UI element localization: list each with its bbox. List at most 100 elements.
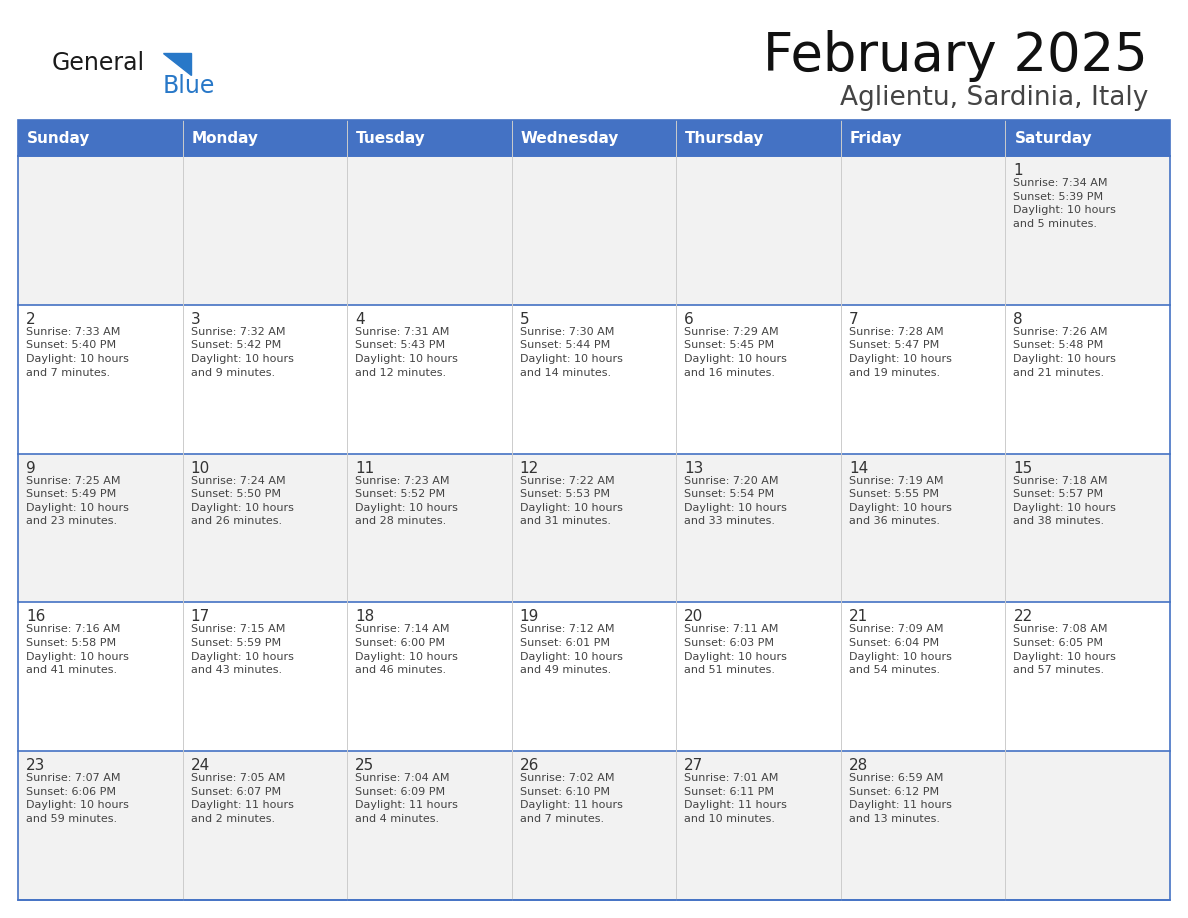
Text: 23: 23 bbox=[26, 758, 45, 773]
Bar bbox=[841, 305, 1005, 453]
Text: Sunday: Sunday bbox=[27, 130, 90, 145]
Text: Sunrise: 6:59 AM
Sunset: 6:12 PM
Daylight: 11 hours
and 13 minutes.: Sunrise: 6:59 AM Sunset: 6:12 PM Dayligh… bbox=[849, 773, 952, 824]
Text: Sunrise: 7:09 AM
Sunset: 6:04 PM
Daylight: 10 hours
and 54 minutes.: Sunrise: 7:09 AM Sunset: 6:04 PM Dayligh… bbox=[849, 624, 952, 676]
Bar bbox=[676, 120, 841, 156]
Bar bbox=[347, 120, 512, 156]
Text: Sunrise: 7:15 AM
Sunset: 5:59 PM
Daylight: 10 hours
and 43 minutes.: Sunrise: 7:15 AM Sunset: 5:59 PM Dayligh… bbox=[190, 624, 293, 676]
Text: Sunrise: 7:31 AM
Sunset: 5:43 PM
Daylight: 10 hours
and 12 minutes.: Sunrise: 7:31 AM Sunset: 5:43 PM Dayligh… bbox=[355, 327, 459, 377]
Bar bbox=[1005, 156, 1170, 305]
Bar bbox=[18, 751, 183, 900]
Text: Sunrise: 7:18 AM
Sunset: 5:57 PM
Daylight: 10 hours
and 38 minutes.: Sunrise: 7:18 AM Sunset: 5:57 PM Dayligh… bbox=[1013, 476, 1117, 526]
Text: 22: 22 bbox=[1013, 610, 1032, 624]
Bar bbox=[676, 156, 841, 305]
Text: Thursday: Thursday bbox=[685, 130, 765, 145]
Bar bbox=[841, 453, 1005, 602]
Bar bbox=[183, 120, 347, 156]
Bar bbox=[841, 751, 1005, 900]
Text: Sunrise: 7:29 AM
Sunset: 5:45 PM
Daylight: 10 hours
and 16 minutes.: Sunrise: 7:29 AM Sunset: 5:45 PM Dayligh… bbox=[684, 327, 788, 377]
Text: 27: 27 bbox=[684, 758, 703, 773]
Text: 28: 28 bbox=[849, 758, 868, 773]
Bar bbox=[183, 156, 347, 305]
Bar bbox=[347, 751, 512, 900]
Text: 6: 6 bbox=[684, 312, 694, 327]
Bar bbox=[841, 156, 1005, 305]
Text: Sunrise: 7:30 AM
Sunset: 5:44 PM
Daylight: 10 hours
and 14 minutes.: Sunrise: 7:30 AM Sunset: 5:44 PM Dayligh… bbox=[519, 327, 623, 377]
Text: 2: 2 bbox=[26, 312, 36, 327]
Text: 5: 5 bbox=[519, 312, 530, 327]
Text: 20: 20 bbox=[684, 610, 703, 624]
Bar bbox=[18, 453, 183, 602]
Bar bbox=[512, 453, 676, 602]
Bar bbox=[676, 751, 841, 900]
Bar bbox=[18, 602, 183, 751]
Text: Sunrise: 7:25 AM
Sunset: 5:49 PM
Daylight: 10 hours
and 23 minutes.: Sunrise: 7:25 AM Sunset: 5:49 PM Dayligh… bbox=[26, 476, 128, 526]
Bar bbox=[347, 453, 512, 602]
Bar bbox=[512, 120, 676, 156]
Text: 9: 9 bbox=[26, 461, 36, 476]
Bar bbox=[183, 453, 347, 602]
Text: Sunrise: 7:23 AM
Sunset: 5:52 PM
Daylight: 10 hours
and 28 minutes.: Sunrise: 7:23 AM Sunset: 5:52 PM Dayligh… bbox=[355, 476, 459, 526]
Text: Sunrise: 7:07 AM
Sunset: 6:06 PM
Daylight: 10 hours
and 59 minutes.: Sunrise: 7:07 AM Sunset: 6:06 PM Dayligh… bbox=[26, 773, 128, 824]
Bar bbox=[512, 602, 676, 751]
Text: Tuesday: Tuesday bbox=[356, 130, 425, 145]
Text: 7: 7 bbox=[849, 312, 859, 327]
Text: 25: 25 bbox=[355, 758, 374, 773]
Text: 1: 1 bbox=[1013, 163, 1023, 178]
Bar bbox=[18, 305, 183, 453]
Text: Monday: Monday bbox=[191, 130, 259, 145]
Text: 4: 4 bbox=[355, 312, 365, 327]
Bar bbox=[347, 305, 512, 453]
Bar bbox=[347, 156, 512, 305]
Bar bbox=[1005, 602, 1170, 751]
Text: 24: 24 bbox=[190, 758, 210, 773]
Bar bbox=[841, 120, 1005, 156]
Bar bbox=[183, 602, 347, 751]
Text: 18: 18 bbox=[355, 610, 374, 624]
Bar bbox=[512, 751, 676, 900]
Text: 19: 19 bbox=[519, 610, 539, 624]
Text: Sunrise: 7:01 AM
Sunset: 6:11 PM
Daylight: 11 hours
and 10 minutes.: Sunrise: 7:01 AM Sunset: 6:11 PM Dayligh… bbox=[684, 773, 788, 824]
Text: 16: 16 bbox=[26, 610, 45, 624]
Text: 11: 11 bbox=[355, 461, 374, 476]
Text: Sunrise: 7:33 AM
Sunset: 5:40 PM
Daylight: 10 hours
and 7 minutes.: Sunrise: 7:33 AM Sunset: 5:40 PM Dayligh… bbox=[26, 327, 128, 377]
Text: Sunrise: 7:28 AM
Sunset: 5:47 PM
Daylight: 10 hours
and 19 minutes.: Sunrise: 7:28 AM Sunset: 5:47 PM Dayligh… bbox=[849, 327, 952, 377]
Text: Sunrise: 7:04 AM
Sunset: 6:09 PM
Daylight: 11 hours
and 4 minutes.: Sunrise: 7:04 AM Sunset: 6:09 PM Dayligh… bbox=[355, 773, 459, 824]
Text: 15: 15 bbox=[1013, 461, 1032, 476]
Text: Sunrise: 7:14 AM
Sunset: 6:00 PM
Daylight: 10 hours
and 46 minutes.: Sunrise: 7:14 AM Sunset: 6:00 PM Dayligh… bbox=[355, 624, 459, 676]
Text: General: General bbox=[52, 51, 145, 75]
Text: 14: 14 bbox=[849, 461, 868, 476]
Text: Sunrise: 7:11 AM
Sunset: 6:03 PM
Daylight: 10 hours
and 51 minutes.: Sunrise: 7:11 AM Sunset: 6:03 PM Dayligh… bbox=[684, 624, 788, 676]
Bar bbox=[676, 453, 841, 602]
Bar bbox=[1005, 453, 1170, 602]
Bar bbox=[512, 156, 676, 305]
Text: Friday: Friday bbox=[849, 130, 903, 145]
Bar bbox=[18, 120, 183, 156]
Text: Blue: Blue bbox=[163, 74, 215, 98]
Text: Sunrise: 7:26 AM
Sunset: 5:48 PM
Daylight: 10 hours
and 21 minutes.: Sunrise: 7:26 AM Sunset: 5:48 PM Dayligh… bbox=[1013, 327, 1117, 377]
Bar bbox=[1005, 305, 1170, 453]
Bar bbox=[183, 305, 347, 453]
Text: Sunrise: 7:24 AM
Sunset: 5:50 PM
Daylight: 10 hours
and 26 minutes.: Sunrise: 7:24 AM Sunset: 5:50 PM Dayligh… bbox=[190, 476, 293, 526]
Bar bbox=[18, 156, 183, 305]
Text: Sunrise: 7:16 AM
Sunset: 5:58 PM
Daylight: 10 hours
and 41 minutes.: Sunrise: 7:16 AM Sunset: 5:58 PM Dayligh… bbox=[26, 624, 128, 676]
Bar bbox=[183, 751, 347, 900]
Bar bbox=[18, 120, 1170, 900]
Text: Sunrise: 7:34 AM
Sunset: 5:39 PM
Daylight: 10 hours
and 5 minutes.: Sunrise: 7:34 AM Sunset: 5:39 PM Dayligh… bbox=[1013, 178, 1117, 229]
Polygon shape bbox=[163, 53, 191, 75]
Text: 17: 17 bbox=[190, 610, 210, 624]
Text: Sunrise: 7:22 AM
Sunset: 5:53 PM
Daylight: 10 hours
and 31 minutes.: Sunrise: 7:22 AM Sunset: 5:53 PM Dayligh… bbox=[519, 476, 623, 526]
Text: Saturday: Saturday bbox=[1015, 130, 1092, 145]
Text: 12: 12 bbox=[519, 461, 539, 476]
Text: 13: 13 bbox=[684, 461, 703, 476]
Text: 10: 10 bbox=[190, 461, 210, 476]
Bar bbox=[841, 602, 1005, 751]
Text: Wednesday: Wednesday bbox=[520, 130, 619, 145]
Bar bbox=[676, 305, 841, 453]
Text: Sunrise: 7:12 AM
Sunset: 6:01 PM
Daylight: 10 hours
and 49 minutes.: Sunrise: 7:12 AM Sunset: 6:01 PM Dayligh… bbox=[519, 624, 623, 676]
Text: February 2025: February 2025 bbox=[763, 30, 1148, 82]
Text: Sunrise: 7:05 AM
Sunset: 6:07 PM
Daylight: 11 hours
and 2 minutes.: Sunrise: 7:05 AM Sunset: 6:07 PM Dayligh… bbox=[190, 773, 293, 824]
Text: Sunrise: 7:02 AM
Sunset: 6:10 PM
Daylight: 11 hours
and 7 minutes.: Sunrise: 7:02 AM Sunset: 6:10 PM Dayligh… bbox=[519, 773, 623, 824]
Text: Sunrise: 7:32 AM
Sunset: 5:42 PM
Daylight: 10 hours
and 9 minutes.: Sunrise: 7:32 AM Sunset: 5:42 PM Dayligh… bbox=[190, 327, 293, 377]
Text: Sunrise: 7:08 AM
Sunset: 6:05 PM
Daylight: 10 hours
and 57 minutes.: Sunrise: 7:08 AM Sunset: 6:05 PM Dayligh… bbox=[1013, 624, 1117, 676]
Text: 8: 8 bbox=[1013, 312, 1023, 327]
